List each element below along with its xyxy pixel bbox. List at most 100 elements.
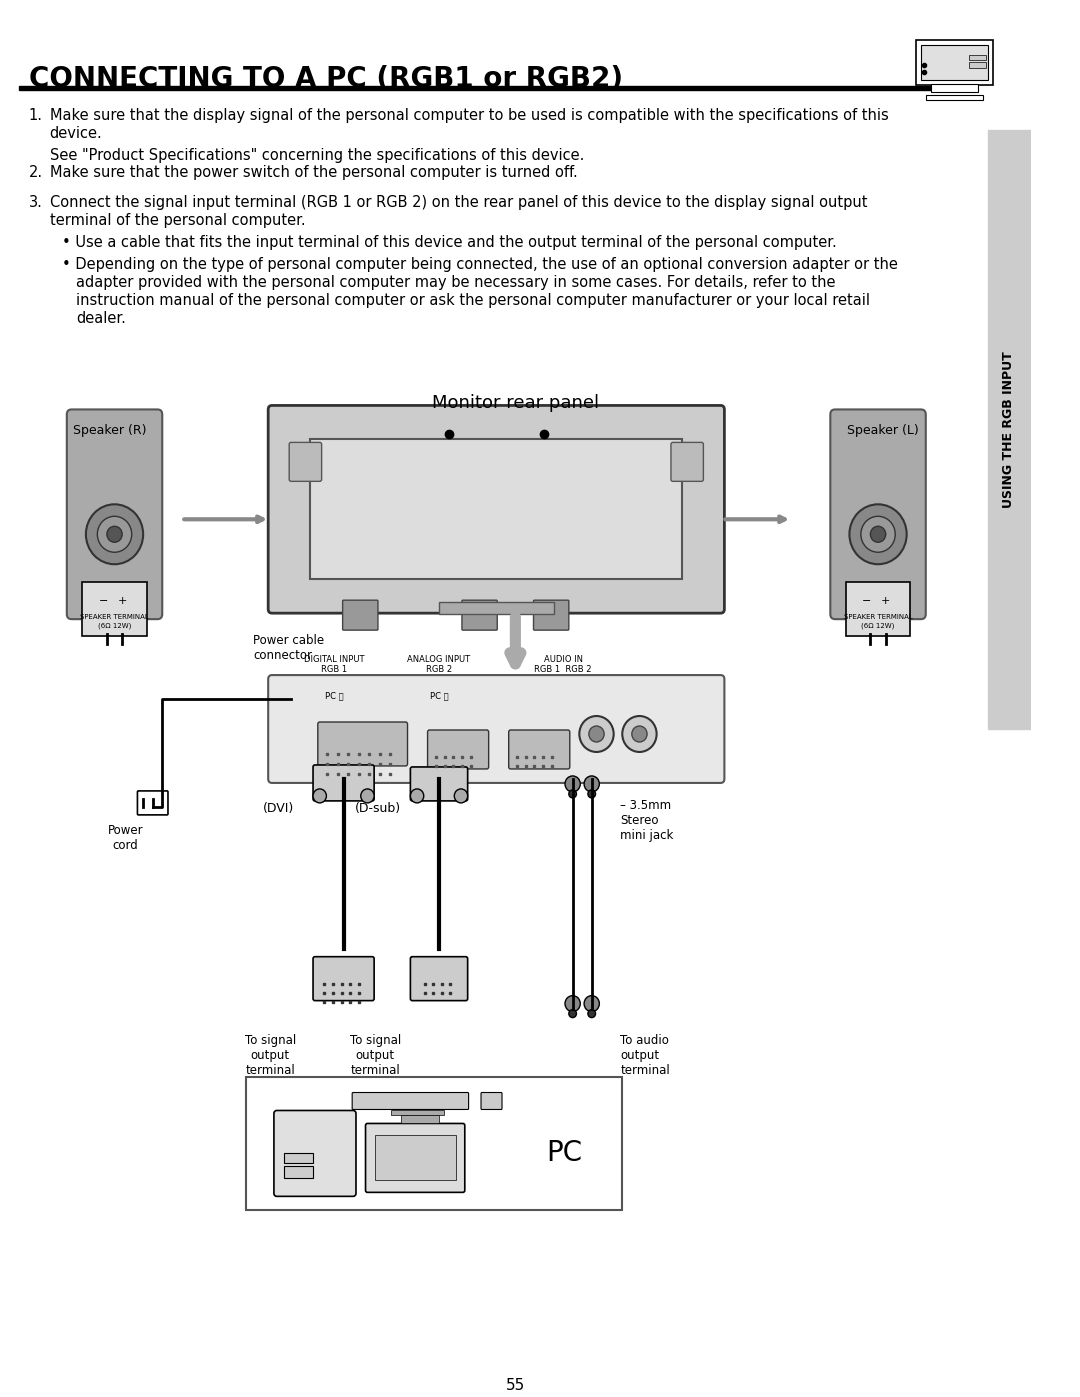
- FancyBboxPatch shape: [671, 443, 703, 482]
- Text: – 3.5mm
Stereo
mini jack: – 3.5mm Stereo mini jack: [620, 799, 674, 842]
- Text: Power cable
connector: Power cable connector: [253, 634, 324, 662]
- Text: AUDIO IN
RGB 1  RGB 2: AUDIO IN RGB 1 RGB 2: [535, 655, 592, 675]
- FancyBboxPatch shape: [342, 601, 378, 630]
- Circle shape: [849, 504, 907, 564]
- Circle shape: [455, 789, 468, 803]
- FancyBboxPatch shape: [313, 957, 374, 1000]
- Text: PC ⭿: PC ⭿: [325, 692, 343, 700]
- Text: Monitor rear panel: Monitor rear panel: [432, 394, 599, 412]
- FancyBboxPatch shape: [481, 1092, 502, 1109]
- Bar: [19, 85, 973, 89]
- FancyBboxPatch shape: [846, 583, 910, 636]
- Circle shape: [569, 789, 577, 798]
- Bar: [926, 95, 983, 99]
- Circle shape: [97, 517, 132, 552]
- Circle shape: [870, 527, 886, 542]
- Text: 1.: 1.: [29, 108, 42, 123]
- FancyBboxPatch shape: [534, 601, 569, 630]
- Circle shape: [632, 726, 647, 742]
- Bar: [988, 130, 1030, 729]
- Circle shape: [313, 789, 326, 803]
- Text: dealer.: dealer.: [77, 310, 126, 326]
- FancyBboxPatch shape: [365, 1123, 464, 1193]
- Bar: [440, 602, 554, 615]
- FancyBboxPatch shape: [916, 41, 993, 85]
- Text: SPEAKER TERMINAL: SPEAKER TERMINAL: [843, 615, 913, 620]
- Text: PC: PC: [546, 1140, 582, 1168]
- Text: terminal of the personal computer.: terminal of the personal computer.: [50, 212, 306, 228]
- Text: PC ⭿: PC ⭿: [430, 692, 448, 700]
- FancyBboxPatch shape: [289, 443, 322, 482]
- FancyBboxPatch shape: [410, 767, 468, 800]
- Text: USING THE RGB INPUT: USING THE RGB INPUT: [1002, 351, 1015, 507]
- Circle shape: [569, 1010, 577, 1017]
- Circle shape: [565, 996, 580, 1011]
- Text: −: −: [98, 597, 108, 606]
- Circle shape: [361, 789, 374, 803]
- Bar: [310, 440, 683, 580]
- Bar: [375, 1136, 456, 1180]
- Text: Power
cord: Power cord: [108, 824, 144, 852]
- Bar: [931, 84, 978, 92]
- Text: Make sure that the display signal of the personal computer to be used is compati: Make sure that the display signal of the…: [50, 108, 889, 123]
- FancyBboxPatch shape: [831, 409, 926, 619]
- Text: • Depending on the type of personal computer being connected, the use of an opti: • Depending on the type of personal comp…: [62, 257, 897, 271]
- Bar: [401, 1115, 440, 1123]
- FancyBboxPatch shape: [82, 583, 147, 636]
- Text: DIGITAL INPUT
RGB 1: DIGITAL INPUT RGB 1: [303, 655, 364, 675]
- FancyBboxPatch shape: [268, 675, 725, 782]
- Circle shape: [86, 504, 144, 564]
- Bar: [284, 1154, 313, 1164]
- Circle shape: [565, 775, 580, 792]
- Text: Make sure that the power switch of the personal computer is turned off.: Make sure that the power switch of the p…: [50, 165, 578, 180]
- Text: See "Product Specifications" concerning the specifications of this device.: See "Product Specifications" concerning …: [50, 148, 584, 163]
- Circle shape: [589, 726, 604, 742]
- FancyBboxPatch shape: [246, 1077, 622, 1210]
- Text: • Use a cable that fits the input terminal of this device and the output termina: • Use a cable that fits the input termin…: [62, 235, 837, 250]
- Circle shape: [622, 717, 657, 752]
- FancyBboxPatch shape: [313, 766, 374, 800]
- Text: adapter provided with the personal computer may be necessary in some cases. For : adapter provided with the personal compu…: [77, 275, 836, 289]
- Circle shape: [588, 1010, 595, 1017]
- Text: instruction manual of the personal computer or ask the personal computer manufac: instruction manual of the personal compu…: [77, 292, 870, 307]
- Bar: [284, 1166, 313, 1179]
- Text: ANALOG INPUT
RGB 2: ANALOG INPUT RGB 2: [407, 655, 471, 675]
- Text: (6Ω 12W): (6Ω 12W): [98, 622, 131, 629]
- Text: (DVI): (DVI): [262, 802, 294, 816]
- Text: (6Ω 12W): (6Ω 12W): [862, 622, 894, 629]
- Text: 3.: 3.: [29, 194, 42, 210]
- Text: To signal
output
terminal: To signal output terminal: [244, 1034, 296, 1077]
- Bar: [391, 1111, 444, 1115]
- FancyBboxPatch shape: [428, 731, 488, 768]
- FancyBboxPatch shape: [462, 601, 497, 630]
- Text: 55: 55: [505, 1377, 525, 1393]
- FancyBboxPatch shape: [67, 409, 162, 619]
- FancyBboxPatch shape: [410, 957, 468, 1000]
- FancyBboxPatch shape: [509, 731, 570, 768]
- Bar: [969, 54, 986, 60]
- FancyBboxPatch shape: [274, 1111, 356, 1196]
- Text: (D-sub): (D-sub): [354, 802, 401, 816]
- Circle shape: [584, 996, 599, 1011]
- Text: −: −: [862, 597, 872, 606]
- Text: To signal
output
terminal: To signal output terminal: [350, 1034, 401, 1077]
- Text: +: +: [118, 597, 126, 606]
- Circle shape: [579, 717, 613, 752]
- Text: Connect the signal input terminal (RGB 1 or RGB 2) on the rear panel of this dev: Connect the signal input terminal (RGB 1…: [50, 194, 867, 210]
- Circle shape: [584, 775, 599, 792]
- FancyBboxPatch shape: [268, 405, 725, 613]
- FancyBboxPatch shape: [318, 722, 407, 766]
- Text: +: +: [881, 597, 890, 606]
- Text: Speaker (R): Speaker (R): [73, 425, 147, 437]
- Text: device.: device.: [50, 126, 103, 141]
- Circle shape: [588, 789, 595, 798]
- Bar: [921, 45, 988, 80]
- Circle shape: [107, 527, 122, 542]
- Circle shape: [861, 517, 895, 552]
- Circle shape: [410, 789, 423, 803]
- FancyBboxPatch shape: [352, 1092, 469, 1109]
- Text: SPEAKER TERMINAL: SPEAKER TERMINAL: [80, 615, 149, 620]
- Text: 2.: 2.: [29, 165, 43, 180]
- Bar: [969, 61, 986, 68]
- FancyBboxPatch shape: [137, 791, 168, 814]
